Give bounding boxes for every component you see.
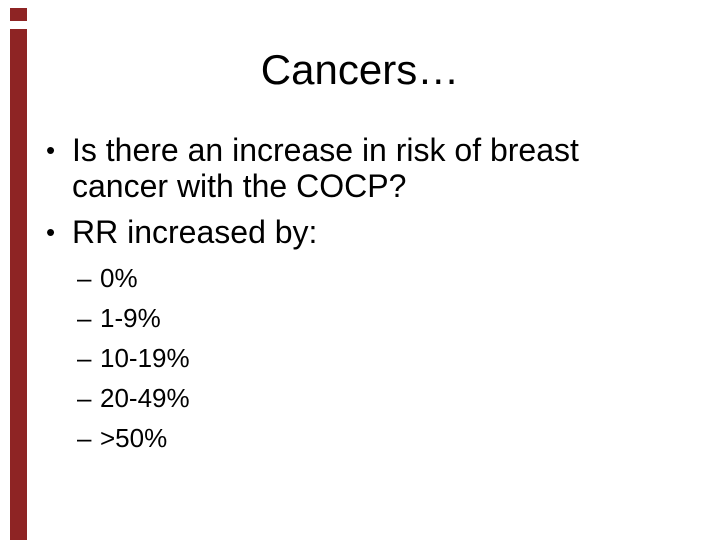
dash-icon: –	[77, 263, 92, 293]
accent-bar-top-square	[10, 8, 27, 21]
bullet-icon: •	[46, 217, 56, 247]
dash-icon: –	[77, 383, 92, 413]
sub-bullet-item: – 1-9%	[77, 298, 190, 338]
sub-bullet-list: – 0% – 1-9% – 10-19% – 20-49% – >50%	[77, 258, 190, 458]
sub-bullet-item: – 10-19%	[77, 338, 190, 378]
bullet-text-line: Is there an increase in risk of breast	[72, 132, 579, 168]
dash-icon: –	[77, 303, 92, 333]
bullet-item-1: • Is there an increase in risk of breast…	[46, 132, 686, 204]
dash-icon: –	[77, 343, 92, 373]
bullet-text-line: cancer with the COCP?	[72, 168, 407, 204]
sub-bullet-item: – >50%	[77, 418, 190, 458]
bullet-text: Is there an increase in risk of breast c…	[72, 132, 686, 204]
sub-bullet-label: 10-19%	[100, 343, 190, 373]
sub-bullet-label: 1-9%	[100, 303, 161, 333]
sub-bullet-item: – 0%	[77, 258, 190, 298]
dash-icon: –	[77, 423, 92, 453]
bullet-item-2: • RR increased by:	[46, 214, 686, 250]
bullet-text: RR increased by:	[72, 214, 686, 250]
sub-bullet-item: – 20-49%	[77, 378, 190, 418]
sub-bullet-label: 20-49%	[100, 383, 190, 413]
bullet-text-line: RR increased by:	[72, 214, 318, 250]
accent-bar	[10, 29, 27, 540]
sub-bullet-label: 0%	[100, 263, 138, 293]
bullet-icon: •	[46, 135, 56, 165]
sub-bullet-label: >50%	[100, 423, 168, 453]
slide-title: Cancers…	[260, 46, 460, 93]
